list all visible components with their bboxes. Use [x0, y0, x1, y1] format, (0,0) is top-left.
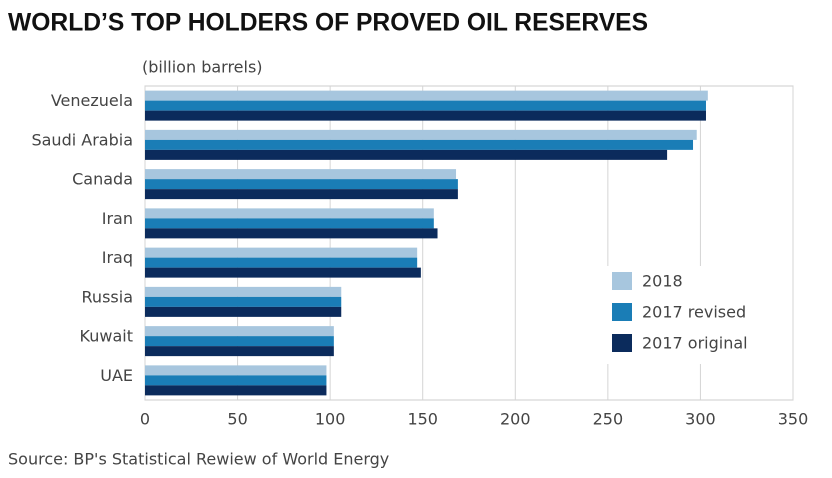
y-tick-label: UAE: [100, 366, 133, 385]
legend-swatch: [612, 272, 632, 290]
legend-label: 2017 revised: [642, 303, 746, 322]
legend-swatch: [612, 334, 632, 352]
bar: [145, 326, 334, 337]
y-tick-label: Venezuela: [51, 91, 133, 110]
bar: [145, 218, 434, 229]
x-tick-label: 350: [778, 410, 809, 429]
bar: [145, 149, 668, 160]
bar: [145, 110, 706, 121]
x-tick-label: 50: [227, 410, 247, 429]
bar: [145, 100, 706, 111]
axis-unit-label: (billion barrels): [142, 58, 263, 77]
bar: [145, 139, 694, 150]
y-tick-label: Iraq: [102, 248, 133, 267]
bar: [145, 189, 458, 200]
bar: [145, 228, 438, 239]
bar: [145, 336, 334, 347]
chart-title: WORLD’S TOP HOLDERS OF PROVED OIL RESERV…: [8, 9, 648, 37]
bar: [145, 346, 334, 357]
bar: [145, 385, 327, 396]
y-tick-label: Iran: [102, 209, 133, 228]
y-tick-label: Kuwait: [80, 327, 133, 346]
y-tick-label: Canada: [72, 170, 133, 189]
bar: [145, 208, 434, 219]
bar: [145, 306, 342, 317]
bar: [145, 296, 342, 307]
x-tick-label: 250: [593, 410, 624, 429]
source-note: Source: BP's Statistical Rewiew of World…: [8, 450, 389, 469]
legend-label: 2017 original: [642, 334, 748, 353]
x-tick-label: 100: [315, 410, 346, 429]
x-tick-label: 200: [500, 410, 531, 429]
bar: [145, 179, 458, 190]
bar: [145, 169, 457, 180]
bar: [145, 129, 697, 140]
legend-background: [606, 266, 786, 364]
y-tick-label: Russia: [82, 287, 133, 306]
x-tick-label: 150: [407, 410, 438, 429]
x-tick-label: 300: [685, 410, 716, 429]
bar: [145, 375, 327, 386]
bar: [145, 90, 708, 101]
x-tick-label: 0: [140, 410, 150, 429]
bar: [145, 247, 418, 258]
y-tick-label: Saudi Arabia: [31, 130, 133, 149]
bar: [145, 365, 327, 376]
bar: [145, 286, 342, 297]
legend-label: 2018: [642, 272, 683, 291]
legend-swatch: [612, 303, 632, 321]
bar: [145, 257, 418, 268]
bar: [145, 267, 421, 278]
